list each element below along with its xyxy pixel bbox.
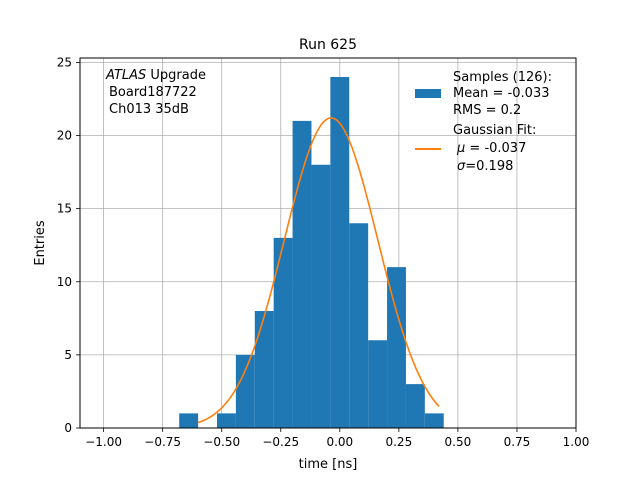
histogram-bar	[405, 384, 425, 428]
histogram-bars	[179, 77, 444, 429]
legend-samples-swatch	[415, 89, 441, 98]
histogram-bar	[349, 223, 369, 428]
y-tick-label: 0	[64, 421, 72, 435]
histogram-bar	[216, 413, 236, 428]
legend-fit-sigma-symbol: σ	[457, 159, 466, 174]
x-tick-label: 0.50	[445, 435, 472, 449]
y-axis-label: Entries	[33, 220, 48, 266]
histogram-bar	[179, 413, 199, 428]
histogram-bar	[292, 120, 312, 428]
legend-samples-line-1: Samples (126):	[453, 70, 552, 85]
annotation-atlas: ATLAS	[105, 68, 146, 83]
histogram-bar	[330, 77, 350, 429]
y-tick-label: 15	[57, 202, 72, 216]
axes-frame	[79, 57, 577, 429]
annotation-line-1: ATLAS Upgrade	[105, 68, 206, 83]
annotation-upgrade: Upgrade	[146, 68, 206, 83]
x-tick-label: 0.75	[504, 435, 531, 449]
annotation-line-2: Board187722	[109, 85, 197, 100]
chart-title: Run 625	[299, 37, 357, 53]
x-tick-label: −1.00	[85, 435, 122, 449]
x-tick-label: −0.75	[144, 435, 181, 449]
legend-fit-mu-value: = -0.037	[465, 141, 526, 156]
annotation: ATLAS Upgrade Board187722 Ch013 35dB	[105, 68, 206, 117]
x-tick-label: 0.25	[385, 435, 412, 449]
y-tick-label: 5	[64, 348, 72, 362]
legend-fit-line-2: μ = -0.037	[456, 141, 526, 156]
legend-fit-sigma-value: =0.198	[465, 159, 513, 174]
x-axis-label: time [ns]	[299, 457, 358, 472]
axes: −1.00 −0.75 −0.50 −0.25 0.00 0.25 0.50 0.75 1.00…	[57, 55, 590, 449]
y-tick-label: 20	[57, 129, 72, 143]
histogram-bar	[368, 340, 388, 428]
x-tick-label: −0.25	[262, 435, 299, 449]
histogram-bar	[387, 267, 406, 428]
legend-fit-line-3: σ=0.198	[457, 159, 513, 174]
legend-fit-line-1: Gaussian Fit:	[453, 123, 536, 138]
histogram-bar	[311, 164, 331, 428]
legend-samples-line-2: Mean = -0.033	[453, 86, 549, 101]
y-tick-label: 10	[57, 275, 72, 289]
legend: Samples (126): Mean = -0.033 RMS = 0.2 G…	[415, 70, 552, 174]
x-tick-label: 0.00	[326, 435, 353, 449]
histogram-bar	[254, 311, 274, 428]
gaussian-fit	[197, 117, 440, 424]
fit-curve	[197, 117, 440, 424]
histogram-bar	[424, 413, 444, 428]
legend-samples-line-3: RMS = 0.2	[453, 103, 521, 118]
histogram-bar	[273, 237, 293, 428]
y-tick-label: 25	[57, 55, 72, 69]
annotation-line-3: Ch013 35dB	[109, 102, 189, 117]
x-tick-label: −0.50	[203, 435, 240, 449]
histogram-bar	[235, 354, 255, 428]
legend-fit-mu-symbol: μ	[456, 141, 465, 156]
x-tick-label: 1.00	[563, 435, 590, 449]
